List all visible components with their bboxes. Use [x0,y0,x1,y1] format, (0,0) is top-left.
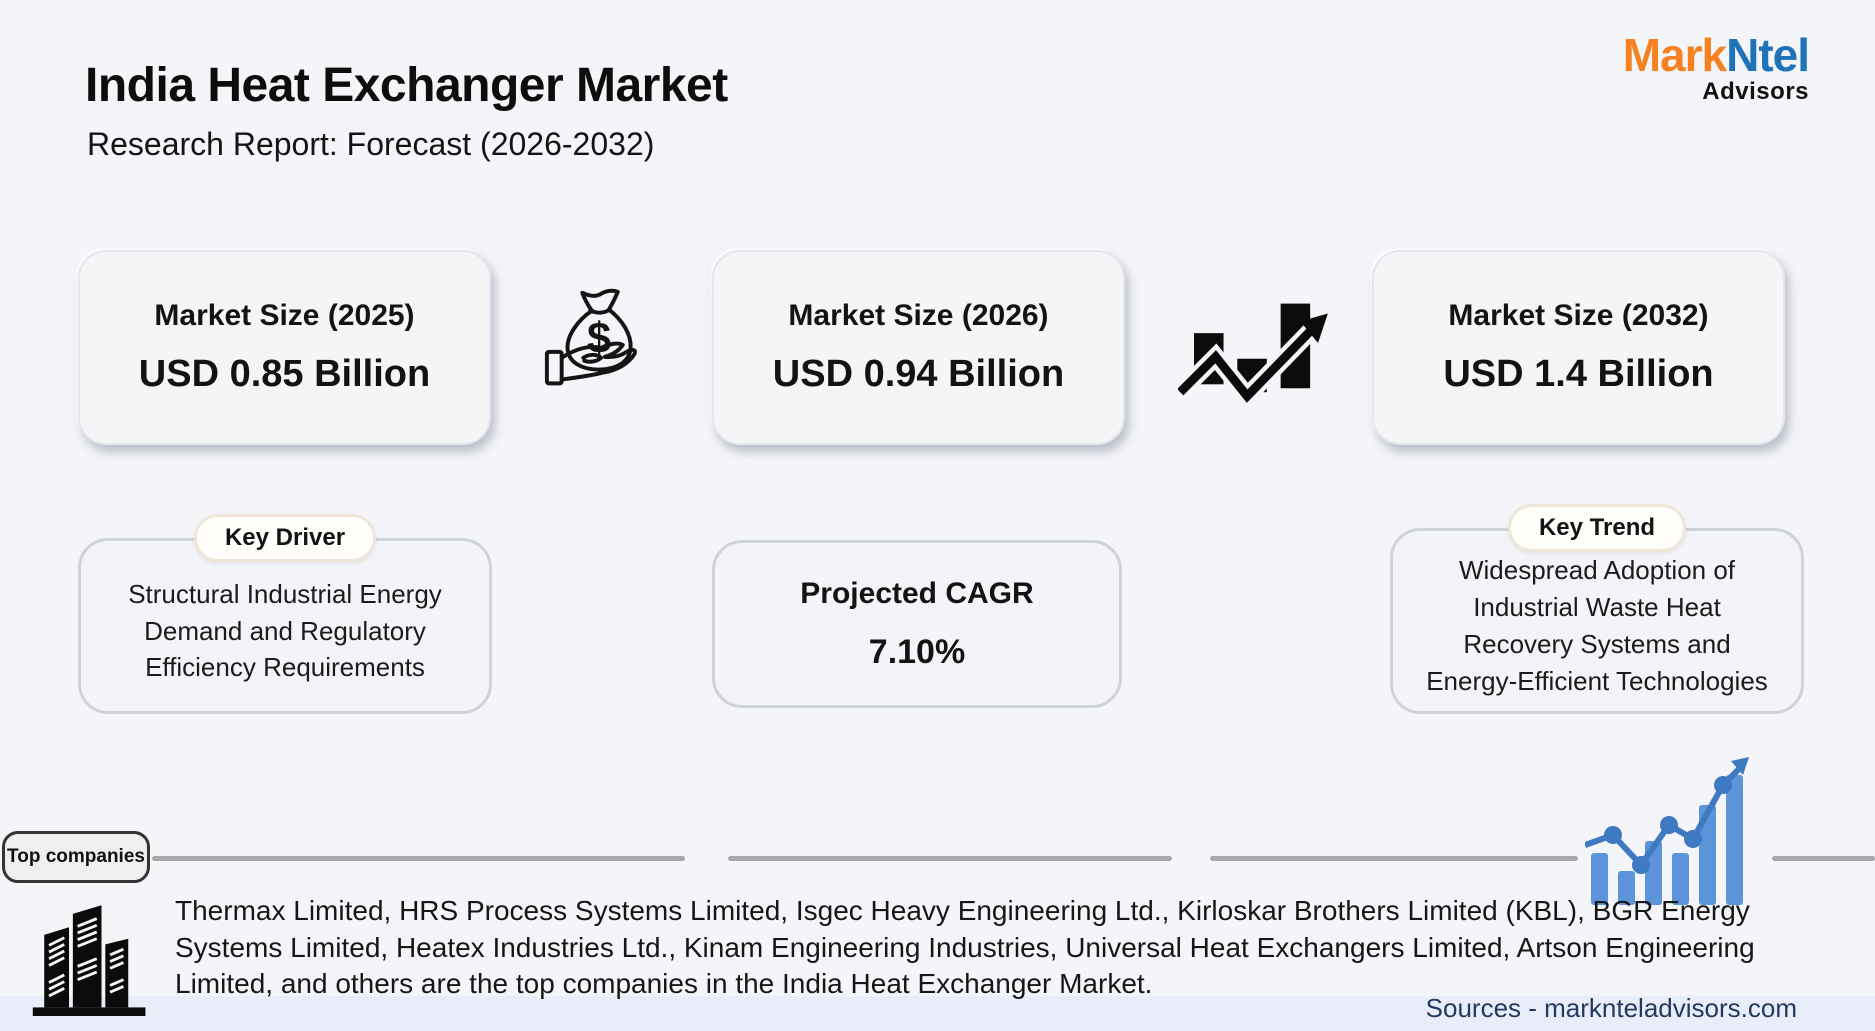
market-size-2026-card: Market Size (2026) USD 0.94 Billion [712,250,1125,445]
projected-cagr-label: Projected CAGR [800,576,1034,610]
key-driver-card: Key Driver Structural Industrial Energy … [78,514,492,714]
key-trend-line: Industrial Waste Heat [1473,592,1721,623]
page-title: India Heat Exchanger Market [85,59,728,112]
bottom-strip [0,996,1875,1031]
sources-text: Sources - marknteladvisors.com [1425,993,1797,1023]
top-companies-text: Thermax Limited, HRS Process Systems Lim… [175,895,1755,999]
divider-segment [1772,856,1875,861]
logo-part-ntel: Ntel [1726,29,1810,81]
key-driver-line: Efficiency Requirements [145,652,425,683]
key-trend-line: Widespread Adoption of [1458,555,1736,586]
key-trend-badge: Key Trend [1507,504,1687,552]
logo-part-mark: Mark [1622,29,1727,81]
projected-cagr-value: 7.10% [868,632,966,671]
market-size-2025-card: Market Size (2025) USD 0.85 Billion [78,250,491,445]
logo-wordmark: MarkNtel [1622,29,1810,81]
buildings-icon [32,905,146,1016]
key-trend-line: Energy-Efficient Technologies [1426,665,1768,696]
growth-bars-arrow-icon [1178,303,1328,404]
key-trend-card: Key Trend Widespread Adoption of Industr… [1390,504,1804,714]
top-companies-badge: Top companies [2,831,150,883]
svg-text:$: $ [587,315,611,363]
logo-advisors-label: Advisors [1702,78,1809,105]
divider-segment [152,856,685,861]
key-driver-line: Structural Industrial Energy [128,578,442,609]
divider-segment [728,856,1172,861]
projected-cagr-card: Projected CAGR 7.10% [712,540,1122,708]
market-size-2025-label: Market Size (2025) [154,299,415,332]
divider-segment [1210,856,1578,861]
market-size-2025-value: USD 0.85 Billion [138,353,431,395]
page-subtitle: Research Report: Forecast (2026-2032) [87,126,655,162]
markntel-logo: MarkNtel Advisors [1622,29,1810,105]
market-size-2026-value: USD 0.94 Billion [772,353,1065,395]
key-trend-text: Widespread Adoption of Industrial Waste … [1412,542,1782,700]
market-size-2032-value: USD 1.4 Billion [1443,353,1714,395]
key-driver-badge: Key Driver [193,514,377,562]
key-driver-line: Demand and Regulatory [144,615,426,646]
money-bag-hand-icon: $ [544,288,637,386]
market-size-2032-card: Market Size (2032) USD 1.4 Billion [1372,250,1785,445]
market-size-2032-label: Market Size (2032) [1448,299,1709,332]
blue-bar-chart-trend-icon [1585,757,1749,905]
market-size-2026-label: Market Size (2026) [788,299,1049,332]
key-driver-text: Structural Industrial Energy Demand and … [114,566,456,687]
key-trend-line: Recovery Systems and [1463,629,1731,659]
